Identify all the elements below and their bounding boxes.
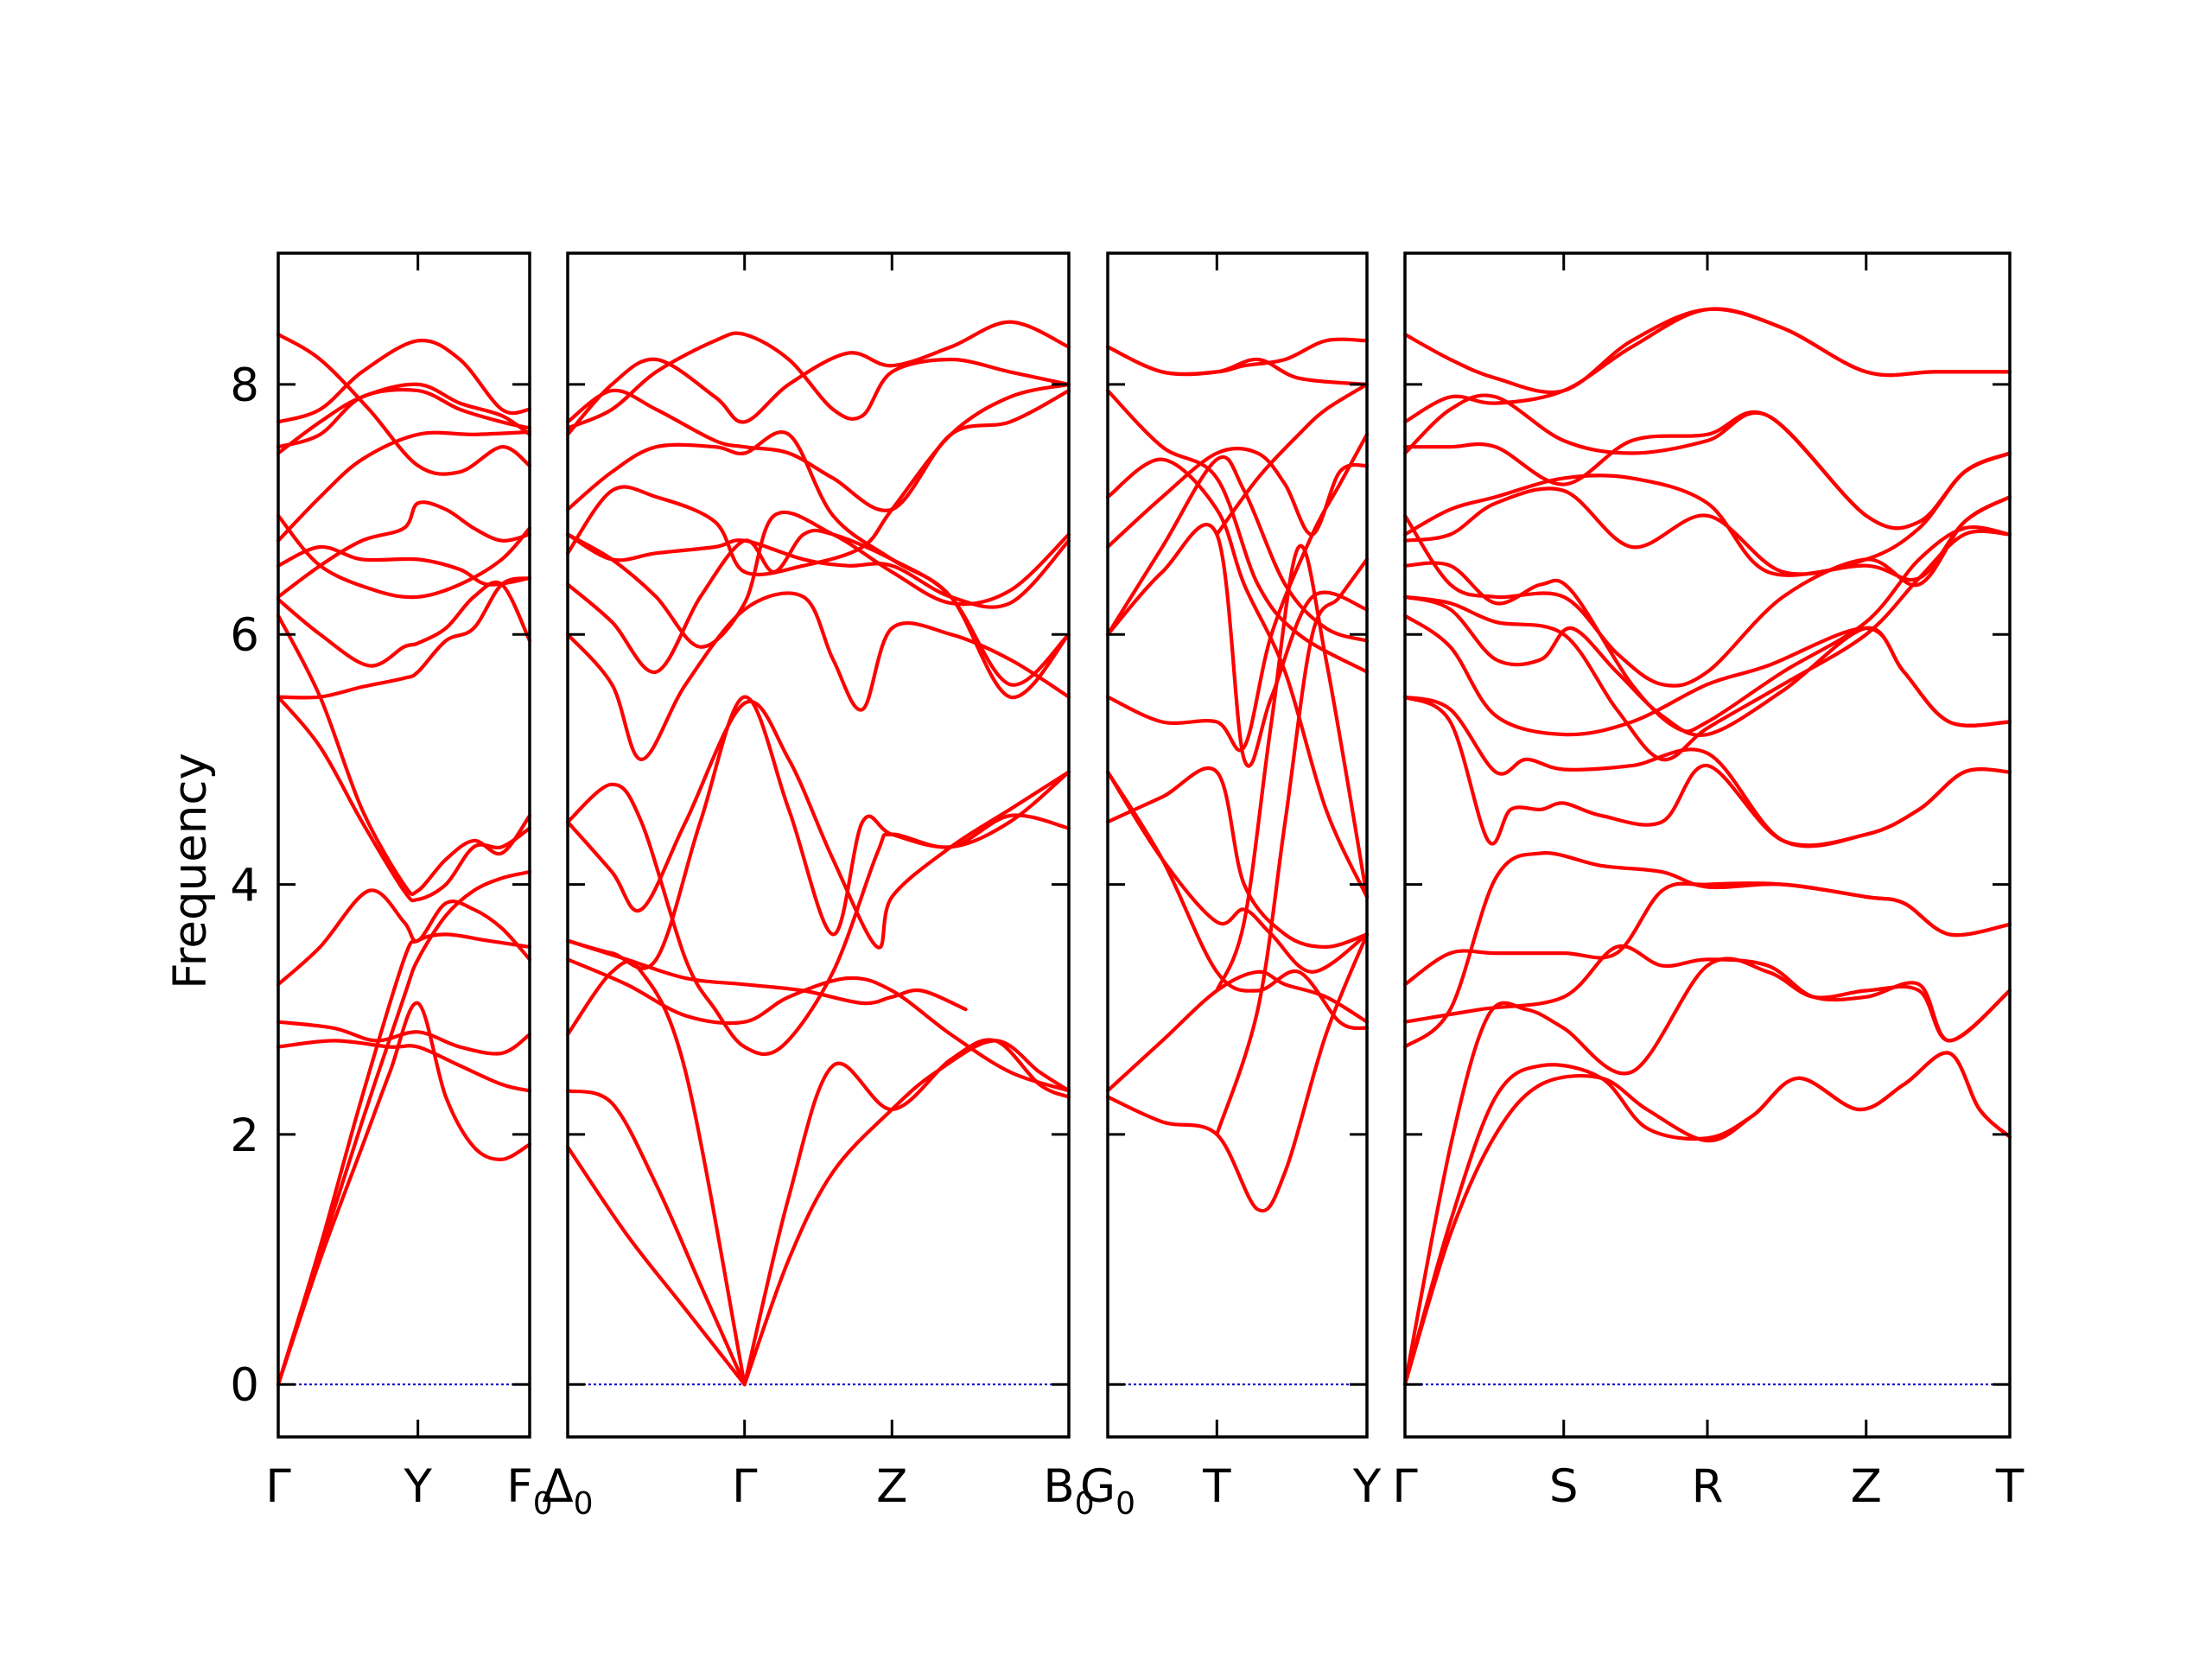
band-line [276,1039,532,1093]
band-line [1402,393,2012,531]
panel-frame [566,251,1071,1439]
band-line [276,332,532,476]
x-tick-label: Y [403,1460,432,1513]
band-line [1105,523,1370,768]
x-tick-label-subscript: 0 [533,1486,553,1522]
y-tick-label: 4 [230,860,259,912]
y-axis-label: Frequency [164,753,217,989]
band-line [565,938,968,1012]
band-line [276,387,532,449]
band-line [1402,307,2012,395]
x-tick-label: Δ0 [542,1460,593,1522]
band-line [276,1001,532,1387]
band-line [742,1039,1071,1387]
band-line [1402,474,2012,582]
x-tick-label: Γ [1392,1460,1418,1513]
band-line [1105,770,1370,974]
x-tick-label: Γ [732,1460,758,1513]
band-line [1215,557,1370,1136]
panel-3: G0 T Y [1080,251,1382,1522]
band-line [565,528,1071,687]
band-line [1402,525,2012,734]
band-line [1105,455,1370,643]
band-line [565,1145,747,1387]
panel-frame [1403,251,2012,1439]
band-line [1402,851,2012,1049]
y-tick-label: 6 [230,609,259,662]
y-tick-label: 0 [230,1359,259,1412]
band-line [565,430,1071,699]
x-tick-label: T [1202,1460,1231,1513]
band-line [1215,382,1370,537]
band-line [1402,529,2012,762]
band-line [565,957,1071,1093]
band-line [565,532,1071,609]
band-line [276,513,532,600]
band-line [276,382,532,455]
x-tick-label: Γ [265,1460,291,1513]
band-line [276,1020,532,1056]
band-line [1105,337,1370,376]
x-tick-label: Z [1851,1460,1882,1513]
x-tick-label: Y [1352,1460,1382,1513]
panel-frame [276,251,531,1439]
band-line [1105,457,1370,899]
band-line [276,888,532,987]
band-line [1402,613,2012,737]
band-line [1402,944,2012,1043]
band-line [276,613,532,896]
band-line [276,695,532,903]
band-line [1402,307,2012,424]
band-line [276,429,532,543]
band-line [1402,1051,2012,1387]
x-tick-label: G0 [1080,1460,1135,1522]
x-tick-label: R [1692,1460,1724,1513]
y-tick-label: 2 [230,1109,259,1162]
x-tick-label: S [1549,1460,1579,1513]
band-line [565,320,1071,436]
band-line [1105,932,1370,1213]
band-line [565,331,1071,430]
panel-2: Δ0 Γ Z B0 [542,251,1095,1522]
band-line [1402,451,2012,576]
x-tick-label-subscript: 0 [1075,1486,1095,1522]
band-line [1105,969,1370,1093]
x-tick-label-subscript: 0 [1116,1486,1135,1522]
band-line [1402,410,2012,531]
band-line [1105,389,1370,674]
band-line [276,500,532,599]
band-line [1402,695,2012,849]
band-line [1105,432,1370,753]
band-line [276,544,532,587]
band-line [1402,881,2012,987]
band-line [565,695,1071,970]
band-line [565,1089,747,1387]
band-line [1402,957,2012,1387]
x-tick-label: T [1995,1460,2024,1513]
band-line [565,510,1071,649]
band-line [276,580,532,668]
band-line [276,576,532,700]
y-tick-label: 8 [230,359,259,412]
x-tick-label-subscript: 0 [574,1486,594,1522]
band-line [276,932,532,1387]
band-line [276,338,532,424]
panel-frame [1106,251,1369,1439]
band-line [1402,1051,2012,1387]
band-line [1105,766,1370,949]
band-line [565,388,1071,513]
band-line [742,1038,1071,1387]
band-line [565,382,1071,577]
band-line [565,591,1071,761]
band-line [1402,495,2012,688]
x-tick-label: Z [876,1460,907,1513]
